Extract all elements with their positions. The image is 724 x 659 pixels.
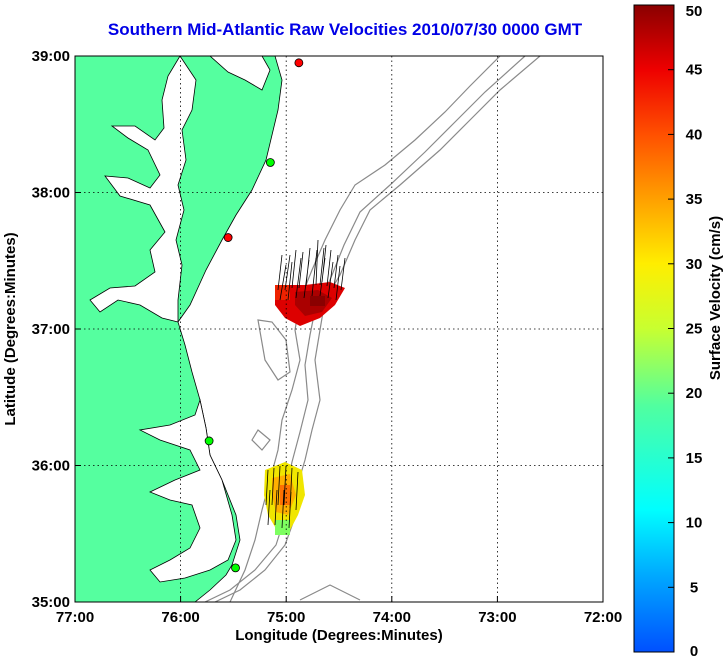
colorbar [633, 4, 675, 653]
x-tick-label: 77:00 [56, 609, 94, 626]
colorbar-tick-label: 50 [686, 3, 703, 20]
map-title: Southern Mid-Atlantic Raw Velocities 201… [107, 20, 583, 39]
colorbar-tick-label: 25 [686, 321, 703, 338]
colorbar-tick-label: 10 [686, 515, 703, 532]
bathymetry-contours [204, 56, 541, 602]
colorbar-tick-label: 30 [686, 256, 703, 273]
y-tick-label: 38:00 [32, 185, 70, 202]
x-tick-label: 74:00 [373, 609, 411, 626]
station-marker [265, 158, 275, 167]
hf-radar-stations [204, 58, 304, 573]
velocity-vectors-north [277, 239, 346, 301]
station-marker [223, 233, 233, 242]
x-tick-labels: 77:00 76:00 75:00 74:00 73:00 72:00 [56, 609, 622, 626]
chesapeake-bay [89, 56, 197, 323]
x-axis-label: Longitude (Degrees:Minutes) [235, 627, 443, 644]
colorbar-label: Surface Velocity (cm/s) [707, 216, 724, 380]
colorbar-tick-label: 45 [686, 62, 703, 79]
y-tick-label: 37:00 [32, 321, 70, 338]
station-marker [204, 436, 214, 446]
delaware-bay [209, 56, 271, 91]
colorbar-ticks: 0 5 10 15 20 25 30 35 40 45 50 [668, 3, 702, 659]
colorbar-tick-label: 0 [690, 643, 698, 659]
x-tick-label: 76:00 [161, 609, 199, 626]
y-tick-labels: 35:00 36:00 37:00 38:00 39:00 [32, 48, 70, 611]
velocity-vectors-south [265, 465, 299, 529]
station-marker [231, 563, 240, 573]
grid-lines [75, 56, 603, 602]
colorbar-tick-label: 15 [686, 450, 703, 467]
colorbar-tick-label: 35 [686, 191, 703, 208]
colorbar-tick-label: 5 [690, 579, 698, 596]
colorbar-tick-label: 20 [686, 385, 703, 402]
tick-marks [75, 192, 498, 602]
pamlico-sound [138, 398, 237, 583]
y-tick-label: 35:00 [32, 594, 70, 611]
x-tick-label: 73:00 [478, 609, 516, 626]
y-tick-label: 39:00 [32, 48, 70, 65]
x-tick-label: 75:00 [267, 609, 305, 626]
y-tick-label: 36:00 [32, 458, 70, 475]
station-marker [294, 58, 304, 68]
y-axis-label: Latitude (Degrees:Minutes) [2, 232, 19, 425]
colorbar-tick-label: 40 [686, 126, 703, 143]
velocity-cluster-north [275, 282, 345, 326]
x-tick-label: 72:00 [584, 609, 622, 626]
